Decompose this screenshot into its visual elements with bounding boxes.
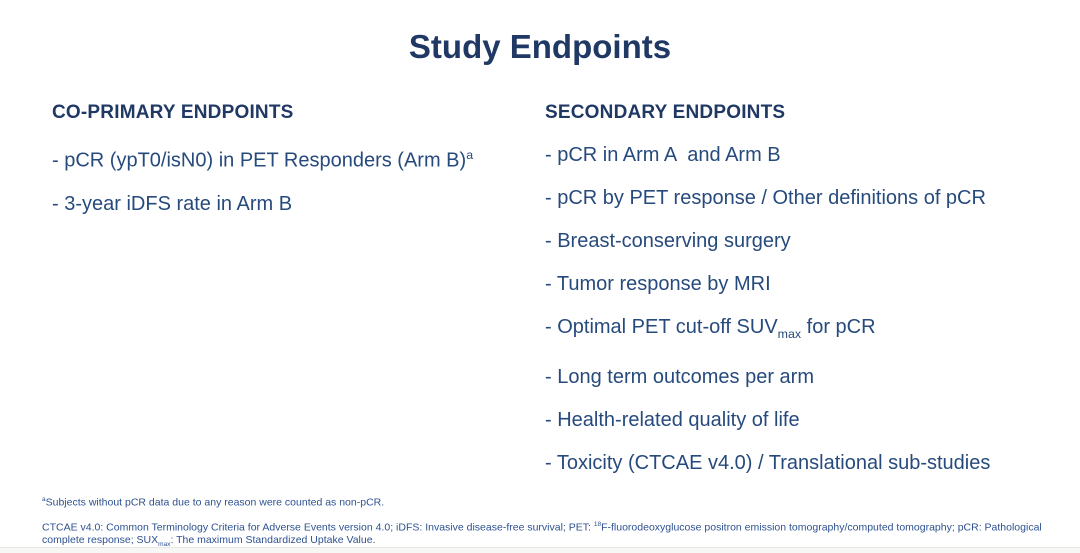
isotope-18-superscript: 18	[593, 520, 602, 528]
suxmax-subscript: max	[158, 540, 171, 548]
abbrev-text: F-fluorodeoxyglucose positron emission t…	[42, 521, 1042, 546]
abbrev-text: CTCAE v4.0: Common Terminology Criteria …	[42, 521, 594, 533]
slide-title: Study Endpoints	[408, 28, 672, 65]
co-primary-heading: CO-PRIMARY ENDPOINTS	[52, 102, 294, 123]
list-item: - Tumor response by MRI	[545, 273, 771, 295]
footnotes: aSubjects without pCR data due to any re…	[42, 494, 1058, 551]
bullet-text: - Optimal PET cut-off SUV	[545, 316, 778, 338]
co-primary-endpoints-list: - pCR (ypT0/isN0) in PET Responders (Arm…	[52, 143, 522, 216]
footnote-a: aSubjects without pCR data due to any re…	[42, 494, 1058, 509]
suvmax-subscript: max	[777, 327, 802, 341]
footnote-a-marker: a	[42, 496, 46, 503]
slide-bottom-edge	[0, 547, 1080, 553]
list-item: - Optimal PET cut-off SUVmax for pCR	[545, 315, 1065, 346]
abbrev-text: : The maximum Standardized Uptake Value.	[170, 533, 376, 546]
list-item: - pCR in Arm A and Arm B	[545, 144, 781, 166]
footnote-marker-a: a	[466, 148, 474, 162]
secondary-heading: SECONDARY ENDPOINTS	[545, 102, 786, 123]
list-item: - Long term outcomes per arm	[545, 366, 814, 388]
list-item: - Breast-conserving surgery	[545, 230, 791, 252]
list-item: - Health-related quality of life	[545, 409, 800, 431]
list-item: - pCR by PET response / Other definition…	[545, 187, 986, 209]
list-item: - Toxicity (CTCAE v4.0) / Translational …	[545, 452, 991, 474]
co-primary-endpoints-section: CO-PRIMARY ENDPOINTS - pCR (ypT0/isN0) i…	[52, 101, 522, 235]
bullet-text: for pCR	[801, 316, 876, 338]
list-item: - pCR (ypT0/isN0) in PET Responders (Arm…	[52, 143, 522, 173]
footnote-abbreviations: CTCAE v4.0: Common Terminology Criteria …	[42, 519, 1058, 552]
bullet-text: - pCR (ypT0/isN0) in PET Responders (Arm…	[52, 149, 467, 172]
secondary-endpoints-section: SECONDARY ENDPOINTS - pCR in Arm A and A…	[545, 101, 1065, 494]
list-item: - 3-year iDFS rate in Arm B	[52, 192, 293, 215]
secondary-endpoints-list: - pCR in Arm A and Arm B - pCR by PET re…	[545, 143, 1065, 475]
footnote-a-text: Subjects without pCR data due to any rea…	[45, 496, 385, 509]
